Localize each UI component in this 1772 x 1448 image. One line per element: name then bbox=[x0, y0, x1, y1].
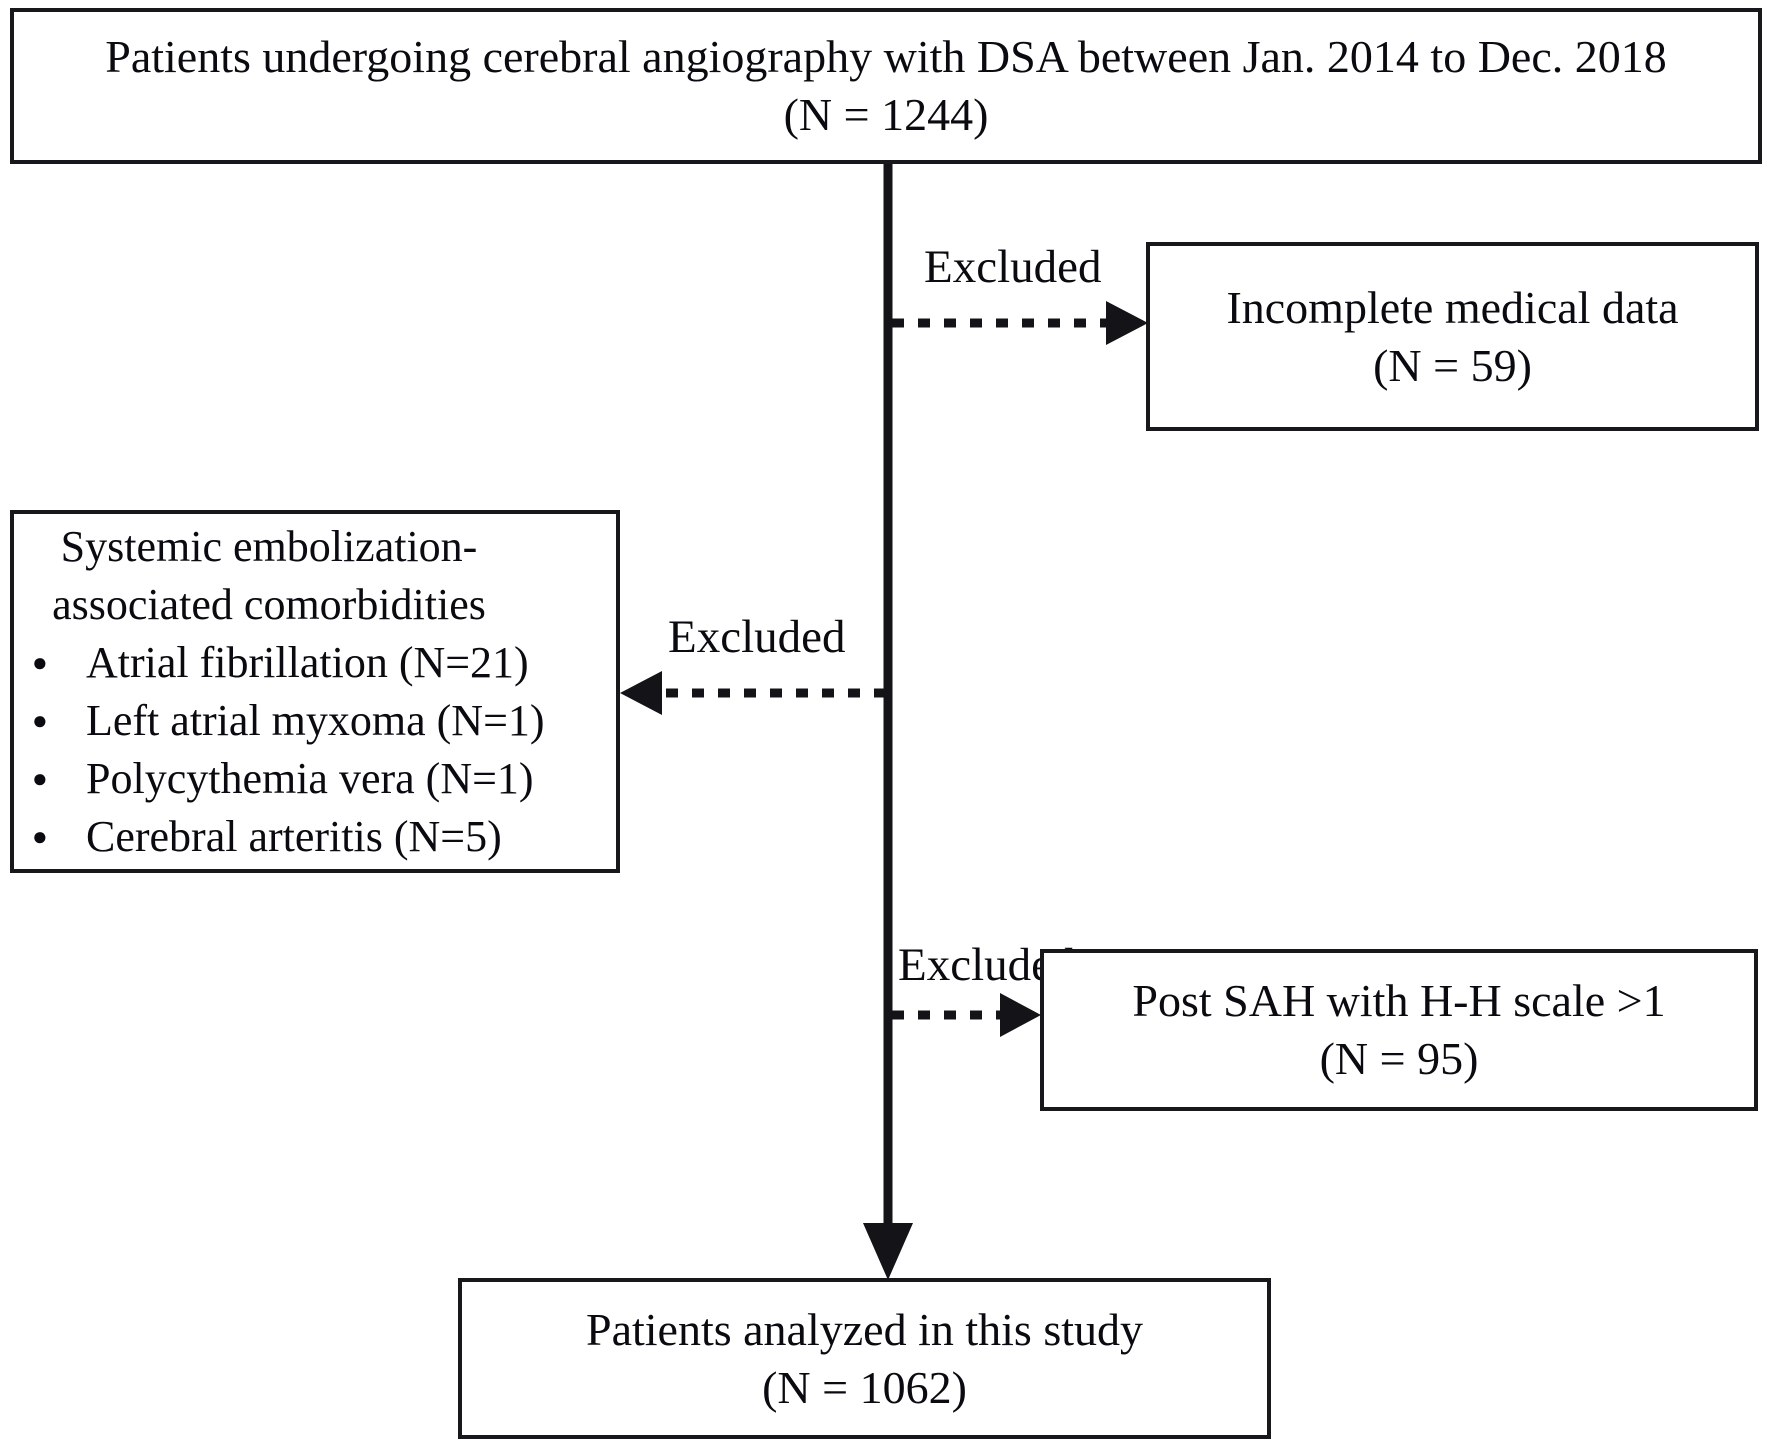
list-item: Left atrial myxoma (N=1) bbox=[22, 692, 608, 750]
comorbidities-list: Atrial fibrillation (N=21) Left atrial m… bbox=[22, 634, 608, 866]
excluded-label-left: Excluded bbox=[668, 611, 846, 663]
list-item: Cerebral arteritis (N=5) bbox=[22, 808, 608, 866]
comorbidities-heading-line1: Systemic embolization- bbox=[60, 521, 478, 571]
box-incomplete-line1: Incomplete medical data bbox=[1226, 281, 1679, 333]
box-total-patients-line1: Patients undergoing cerebral angiography… bbox=[105, 31, 1667, 83]
box-patients-analyzed: Patients analyzed in this study (N = 106… bbox=[458, 1278, 1271, 1439]
box-post-sah: Post SAH with H-H scale >1 (N = 95) bbox=[1040, 949, 1758, 1111]
excluded-label-top: Excluded bbox=[924, 241, 1102, 293]
box-incomplete-medical-data: Incomplete medical data (N = 59) bbox=[1146, 242, 1759, 431]
box-total-patients-count: (N = 1244) bbox=[783, 89, 989, 140]
left-arrowhead-icon bbox=[620, 671, 662, 715]
box-post-sah-count: (N = 95) bbox=[1319, 1033, 1479, 1084]
right-arrowhead-icon bbox=[1000, 993, 1041, 1037]
box-total-patients: Patients undergoing cerebral angiography… bbox=[10, 8, 1762, 164]
list-item: Atrial fibrillation (N=21) bbox=[22, 634, 608, 692]
comorbidities-heading-line2: associated comorbidities bbox=[52, 579, 486, 629]
box-analyzed-count: (N = 1062) bbox=[762, 1361, 967, 1413]
right-arrowhead-icon bbox=[1106, 301, 1148, 345]
list-item: Polycythemia vera (N=1) bbox=[22, 750, 608, 808]
down-arrowhead-icon bbox=[863, 1223, 913, 1280]
box-post-sah-line1: Post SAH with H-H scale >1 bbox=[1132, 975, 1666, 1027]
box-incomplete-count: (N = 59) bbox=[1373, 339, 1532, 391]
box-analyzed-line1: Patients analyzed in this study bbox=[585, 1303, 1144, 1355]
box-comorbidities: Systemic embolization- associated comorb… bbox=[10, 510, 620, 873]
comorbidities-heading: Systemic embolization- associated comorb… bbox=[22, 518, 608, 634]
